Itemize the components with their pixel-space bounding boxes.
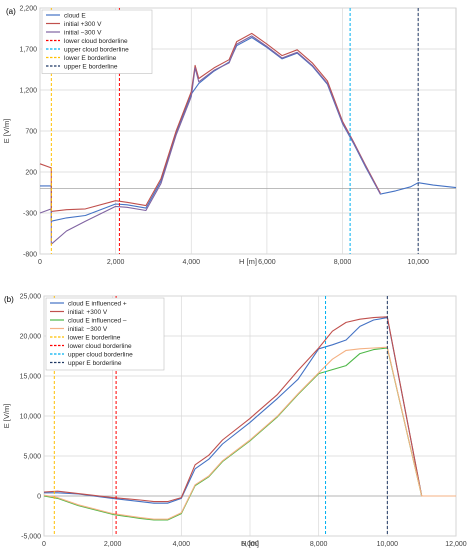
series-line-0 xyxy=(44,317,456,504)
x-tick-label: 10,000 xyxy=(407,259,429,266)
y-tick-label: 700 xyxy=(25,129,37,136)
legend-entry: lower cloud borderline xyxy=(64,38,128,45)
y-tick-label: 25,000 xyxy=(20,294,42,301)
series-line-0 xyxy=(40,36,457,222)
legend-box xyxy=(45,297,165,371)
y-tick-label: 2,200 xyxy=(19,6,37,13)
y-tick-label: 1,700 xyxy=(19,47,37,54)
y-axis-label: E [V/m] xyxy=(2,404,11,429)
y-tick-label: -300 xyxy=(23,211,37,218)
legend-entry: upper cloud borderline xyxy=(64,46,129,53)
legend: cloud E influenced + initial: +300 Vcloud… xyxy=(45,297,165,371)
chart-panel-0: -800 -300 200 700 1,200 1,700 2,200 0 2,000 4,000… xyxy=(2,6,457,266)
y-tick-label: 0 xyxy=(37,494,41,501)
x-tick-label: 12,000 xyxy=(445,541,467,548)
legend-entry: cloud E xyxy=(64,12,86,19)
x-axis-label: H [m] xyxy=(241,539,259,548)
x-axis-label: H [m] xyxy=(239,257,257,266)
y-tick-label: 200 xyxy=(25,170,37,177)
y-tick-label: -800 xyxy=(23,252,37,259)
x-tick-label: 0 xyxy=(38,259,42,266)
x-tick-label: 6,000 xyxy=(241,541,259,548)
x-tick-label: 8,000 xyxy=(334,259,352,266)
panel-label: (a) xyxy=(6,7,16,16)
x-tick-label: 0 xyxy=(42,541,46,548)
legend-entry: upper cloud borderline xyxy=(68,351,133,358)
x-tick-label: 2,000 xyxy=(107,259,125,266)
legend-entry: upper E borderline xyxy=(64,63,118,70)
legend-entry: initial +300 V xyxy=(64,21,102,28)
x-tick-label: 8,000 xyxy=(310,541,328,548)
y-tick-label: 5,000 xyxy=(23,454,41,461)
legend-entry: initial: +300 V xyxy=(68,309,108,316)
x-tick-label: 10,000 xyxy=(377,541,399,548)
x-tick-label: 4,000 xyxy=(173,541,191,548)
series-line-1 xyxy=(43,316,456,503)
x-tick-label: 6,000 xyxy=(258,259,276,266)
series-line-3 xyxy=(43,346,456,520)
legend-entry: lower E borderline xyxy=(68,334,121,341)
legend-entry: lower cloud borderline xyxy=(68,343,132,350)
y-axis-label: E [V/m] xyxy=(2,119,11,144)
y-tick-label: 1,200 xyxy=(19,88,37,95)
legend-entry: initial −300 V xyxy=(64,29,102,36)
series-line-2 xyxy=(43,347,456,521)
legend-entry: cloud E influenced – xyxy=(68,317,127,324)
legend-entry: upper E borderline xyxy=(68,360,122,367)
legend-entry: cloud E influenced + xyxy=(68,300,127,307)
series-line-1 xyxy=(39,32,381,212)
x-tick-label: 4,000 xyxy=(183,259,201,266)
panel-label: (b) xyxy=(4,295,14,304)
y-tick-label: 10,000 xyxy=(20,414,42,421)
y-tick-label: -5,000 xyxy=(21,534,41,541)
legend-box xyxy=(41,9,153,74)
y-tick-label: 20,000 xyxy=(20,334,42,341)
y-tick-label: 15,000 xyxy=(20,374,42,381)
series-line-2 xyxy=(39,35,381,245)
legend-entry: initial: −300 V xyxy=(68,326,108,333)
x-tick-label: 2,000 xyxy=(104,541,122,548)
legend-entry: lower E borderline xyxy=(64,55,117,62)
